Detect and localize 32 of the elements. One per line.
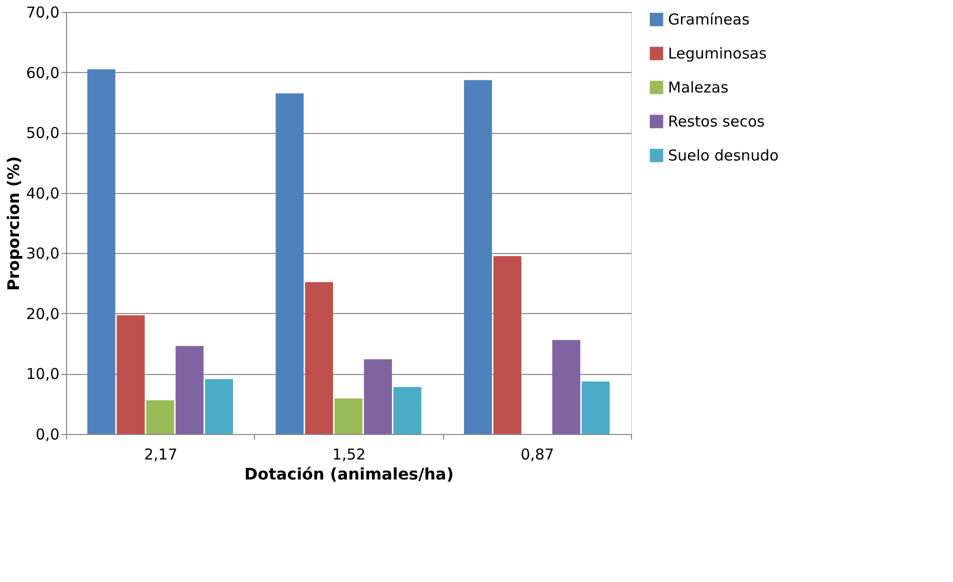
bar (334, 398, 362, 434)
y-tick-label: 40,0 (26, 184, 60, 202)
bar (176, 346, 204, 434)
y-tick-label: 60,0 (26, 64, 60, 82)
legend-label: Restos secos (668, 112, 765, 130)
y-tick-label: 0,0 (36, 426, 60, 444)
y-tick-label: 10,0 (26, 365, 60, 384)
bar (464, 80, 492, 434)
y-tick-label: 50,0 (26, 124, 60, 142)
legend-label: Gramíneas (668, 10, 750, 28)
bar (146, 400, 174, 434)
bar (116, 315, 145, 434)
legend-label: Suelo desnudo (668, 146, 779, 164)
bar (552, 340, 580, 434)
y-axis-title: Proporcion (%) (4, 156, 24, 291)
x-tick-label: 0,87 (520, 446, 554, 464)
bar (364, 359, 392, 434)
bar (305, 282, 334, 434)
bar (205, 379, 234, 434)
bar (87, 69, 116, 434)
y-tick-label: 30,0 (26, 244, 60, 263)
legend-label: Malezas (668, 78, 729, 96)
x-tick-label: 2,17 (144, 446, 178, 464)
x-tick-label: 1,52 (332, 446, 366, 464)
bar (582, 382, 610, 434)
bar (393, 386, 422, 434)
bar (276, 93, 304, 434)
bar (493, 256, 522, 434)
x-axis-title: Dotación (animales/ha) (244, 464, 454, 484)
legend-label: Leguminosas (668, 44, 767, 62)
y-tick-label: 70,0 (26, 4, 60, 22)
y-tick-label: 20,0 (26, 304, 60, 323)
